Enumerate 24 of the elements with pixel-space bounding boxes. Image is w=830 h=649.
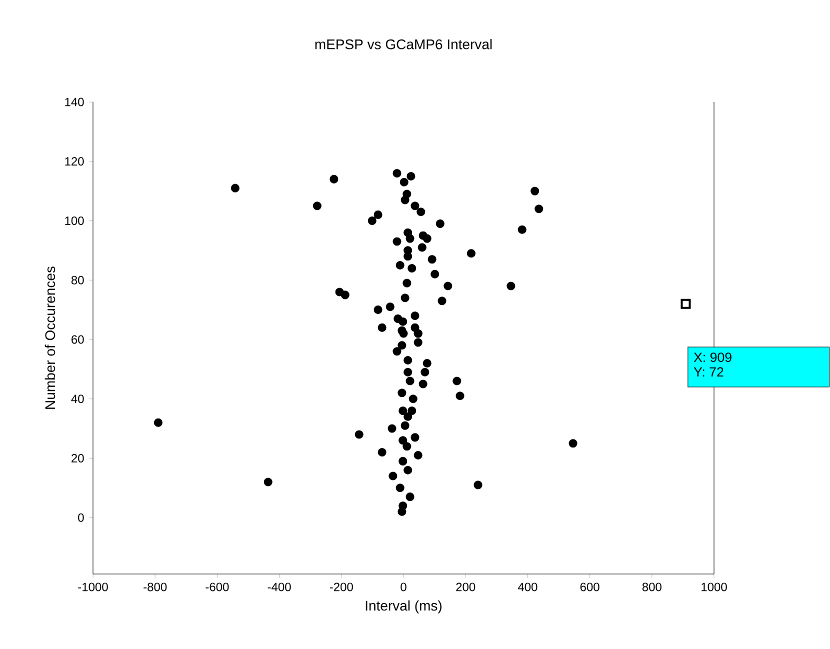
x-tick-label: 0 (400, 582, 406, 592)
x-axis-title: Interval (ms) (366, 600, 442, 614)
y-tick-label: 20 (72, 454, 84, 462)
y-axis-title: Number of Occurences (44, 266, 56, 409)
x-tick-label: 200 (456, 582, 476, 592)
annotation: X: 909 (694, 352, 732, 362)
y-tick-label: 100 (65, 216, 84, 225)
chart-title: mEPSP vs GCaMP6 Interval (315, 39, 492, 50)
x-tick-label: 1000 (702, 582, 727, 592)
y-tick-label: 120 (65, 157, 84, 166)
y-tick-label: 140 (65, 98, 84, 106)
x-tick-label: -200 (330, 582, 353, 592)
x-tick-label: 600 (580, 582, 600, 592)
x-tick-label: -1000 (78, 582, 108, 592)
x-tick-label: -600 (206, 582, 229, 592)
annotation: Y: 72 (694, 367, 724, 377)
y-tick-label: 40 (71, 394, 84, 404)
x-tick-label: 800 (642, 582, 662, 592)
x-tick-label: -400 (268, 582, 291, 592)
x-tick-label: 400 (518, 582, 538, 592)
y-tick-label: 60 (72, 335, 84, 344)
y-tick-label: 0 (78, 513, 84, 522)
x-tick-label: -800 (144, 582, 167, 592)
y-tick-label: 80 (71, 276, 84, 284)
